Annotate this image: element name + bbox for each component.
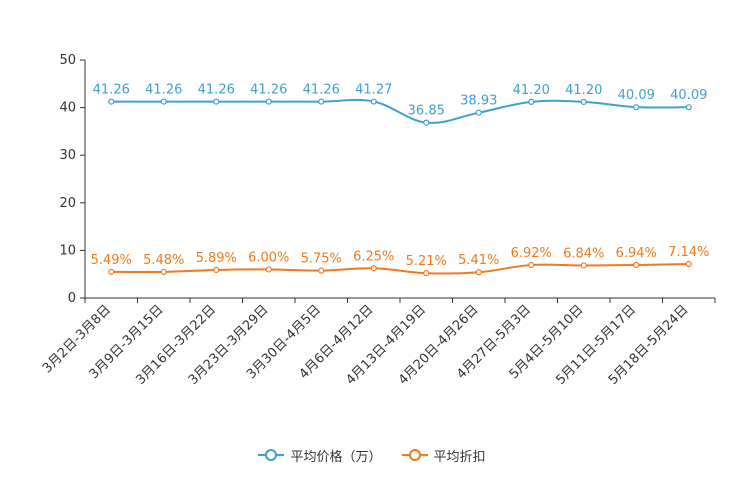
y-tick-label: 20 [59,196,76,211]
data-label: 5.89% [196,251,237,266]
series-line [111,98,689,124]
data-label: 40.09 [618,88,655,103]
data-point [160,98,167,105]
series-line [111,263,689,275]
data-label: 5.49% [91,253,132,268]
data-point [318,98,325,105]
data-label: 38.93 [460,94,497,109]
data-point [528,98,535,105]
series-0: 41.26 41.26 41.26 41.26 41.26 41.27 36.85 38.93… [93,83,707,126]
data-point [370,265,377,272]
data-point [265,98,272,105]
data-label: 5.41% [458,253,499,268]
data-point [213,98,220,105]
data-label: 5.75% [301,252,342,267]
data-point [528,261,535,269]
data-point [633,261,640,269]
data-label: 6.92% [511,246,552,261]
legend-label-discount: 平均折扣 [433,449,486,465]
legend: 平均价格（万） 平均折扣 [0,445,744,465]
data-point [580,98,587,105]
data-point [685,260,692,268]
y-tick-label: 50 [59,53,76,68]
data-label: 41.26 [250,83,287,98]
data-label: 41.27 [355,83,392,98]
data-label: 6.84% [563,246,604,261]
data-point [580,262,587,269]
legend-item-discount[interactable]: 平均折扣 [401,446,486,465]
data-point [475,109,482,116]
legend-item-price[interactable]: 平均价格（万） [258,446,382,465]
data-label: 7.14% [668,245,709,260]
legend-dot [265,449,278,461]
data-point [108,268,115,275]
data-point [213,266,220,274]
data-label: 41.26 [198,83,235,98]
y-tick-label: 0 [68,291,76,306]
data-label: 41.20 [565,83,602,98]
series-1: 5.49% 5.48% 5.89% 6.00% 5.75% 6.25% 5.21% 5.41%… [91,245,709,277]
data-label: 5.21% [406,254,447,269]
data-label: 36.85 [408,104,445,119]
data-label: 40.09 [670,88,707,103]
data-label: 6.00% [248,250,289,265]
legend-dot [408,449,421,461]
data-label: 6.94% [616,246,657,261]
series-layer: 41.26 41.26 41.26 41.26 41.26 41.27 36.85 38.93… [91,83,709,277]
data-point [160,268,167,276]
line-chart: 010203040503月2日-3月8日3月9日-3月15日3月16日-3月22… [40,53,716,388]
y-tick-label: 30 [59,148,76,163]
data-point [265,266,272,273]
data-point [423,119,430,126]
data-point [685,104,692,111]
data-label: 41.26 [145,83,182,98]
data-label: 41.20 [513,83,550,98]
data-point [108,98,115,105]
legend-line-marker-icon [258,449,285,461]
data-label: 41.26 [93,83,130,98]
y-tick-label: 40 [59,101,76,116]
legend-label-price: 平均价格（万） [290,449,382,465]
data-label: 41.26 [303,83,340,98]
data-point [423,270,430,277]
data-point [475,269,482,276]
legend-line-marker-icon [401,449,428,461]
data-point [370,98,377,105]
data-label: 5.48% [143,253,184,268]
y-tick-label: 10 [59,243,76,258]
data-point [633,104,640,111]
data-label: 6.25% [353,249,394,264]
data-point [318,267,325,274]
